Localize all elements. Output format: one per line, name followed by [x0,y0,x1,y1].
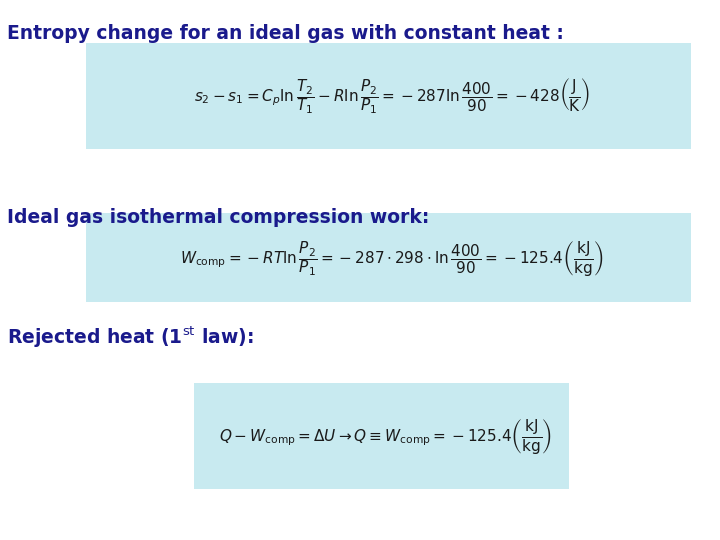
Text: Ideal gas isothermal compression work:: Ideal gas isothermal compression work: [7,208,430,227]
Text: $s_2 - s_1 = C_p \ln\dfrac{T_2}{T_1} - R\ln\dfrac{P_2}{P_1} = -287\ln\dfrac{400}: $s_2 - s_1 = C_p \ln\dfrac{T_2}{T_1} - R… [194,76,590,116]
Text: $W_{\mathrm{comp}} = -RT\ln\dfrac{P_2}{P_1} = -287 \cdot 298 \cdot \ln\dfrac{400: $W_{\mathrm{comp}} = -RT\ln\dfrac{P_2}{P… [181,239,604,278]
FancyBboxPatch shape [86,43,691,148]
FancyBboxPatch shape [86,213,691,302]
Text: Entropy change for an ideal gas with constant heat :: Entropy change for an ideal gas with con… [7,24,564,43]
Text: $Q - W_{\mathrm{comp}} = \Delta U \rightarrow Q \equiv W_{\mathrm{comp}} = -125.: $Q - W_{\mathrm{comp}} = \Delta U \right… [219,417,552,456]
Text: Rejected heat (1$^{\mathrm{st}}$ law):: Rejected heat (1$^{\mathrm{st}}$ law): [7,324,253,349]
FancyBboxPatch shape [194,383,569,489]
